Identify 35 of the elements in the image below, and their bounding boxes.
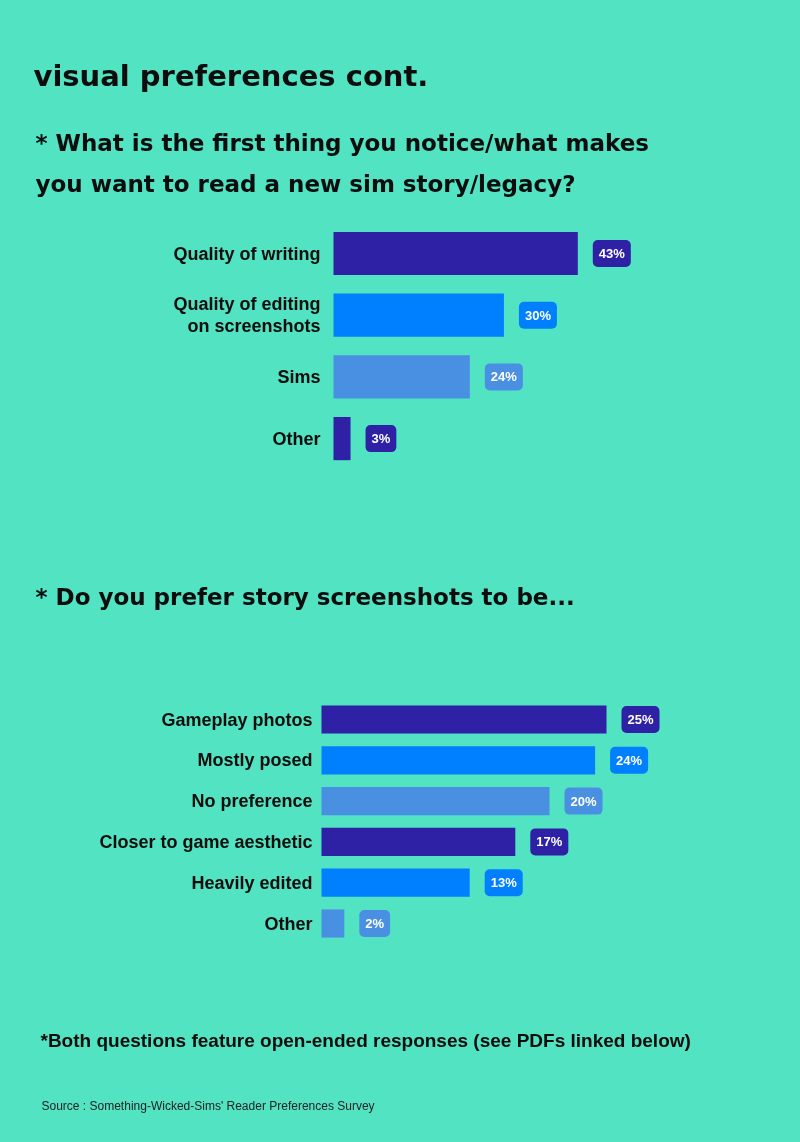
data-label: 2% bbox=[365, 916, 385, 931]
chart-title: * Do you prefer story screenshots to be... bbox=[35, 583, 575, 610]
bar bbox=[321, 827, 516, 856]
bar bbox=[333, 293, 504, 337]
data-label: 13% bbox=[490, 875, 518, 891]
data-label: 25% bbox=[627, 712, 654, 727]
data-label: 20% bbox=[570, 793, 597, 809]
bar bbox=[321, 868, 470, 897]
data-label: 30% bbox=[524, 307, 552, 323]
chart-subtitle: * What is the first thing you notice/what makes you want to read a new sim story/legacy? bbox=[35, 129, 649, 198]
y-tick-label: Quality of writing bbox=[173, 243, 321, 264]
y-tick-label: Sims bbox=[277, 366, 321, 387]
chart-title: visual preferences cont. bbox=[33, 58, 429, 93]
data-label: 24% bbox=[616, 752, 643, 768]
bar bbox=[333, 417, 351, 461]
source-note: Source : Something-Wicked-Sims' Reader Preferences Survey bbox=[41, 1098, 375, 1113]
bar bbox=[321, 909, 345, 938]
bar bbox=[333, 231, 578, 276]
data-label: 17% bbox=[536, 834, 563, 850]
data-label: 24% bbox=[490, 369, 518, 385]
data-label: 3% bbox=[371, 431, 391, 447]
y-tick-label: Gameplay photos bbox=[161, 709, 313, 730]
y-tick-label: Other bbox=[264, 913, 313, 934]
bar bbox=[333, 355, 470, 399]
y-tick-label: No preference bbox=[191, 791, 313, 812]
y-tick-label: Closer to game aesthetic bbox=[99, 831, 313, 852]
y-tick-label: Quality of editing on screenshots bbox=[173, 294, 321, 337]
text: *Both questions feature open-ended responses (see PDFs linked below) bbox=[40, 1030, 691, 1051]
y-tick-label: Heavily edited bbox=[191, 872, 313, 893]
bar bbox=[321, 746, 596, 775]
bar bbox=[321, 787, 550, 816]
y-tick-label: Other bbox=[272, 428, 321, 449]
bar bbox=[321, 705, 607, 734]
y-tick-label: Mostly posed bbox=[197, 750, 313, 771]
data-label: 43% bbox=[598, 246, 626, 261]
